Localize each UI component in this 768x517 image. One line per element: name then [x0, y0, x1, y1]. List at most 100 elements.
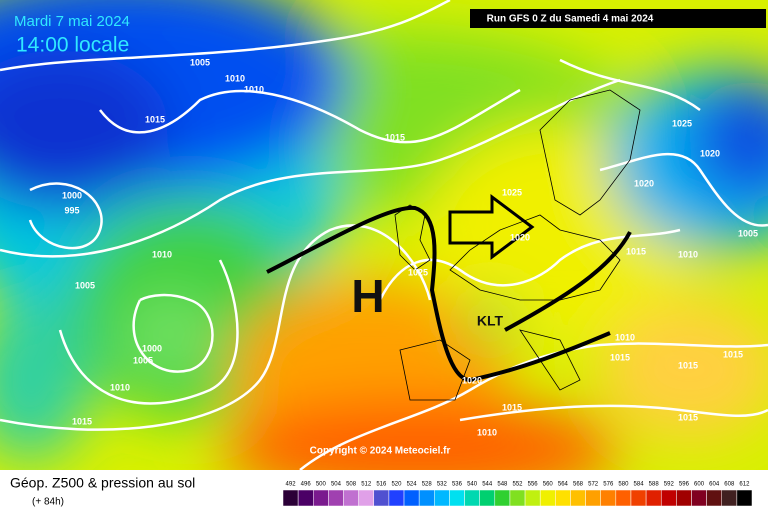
scale-swatch	[509, 489, 526, 507]
footer-title: Géop. Z500 & pression au sol	[10, 475, 195, 491]
coastlines	[394, 89, 641, 401]
scale-swatch	[660, 489, 677, 507]
copyright: Copyright © 2024 Meteociel.fr	[310, 446, 451, 457]
scale-swatch	[721, 489, 738, 507]
isobar-label: 1020	[700, 148, 720, 158]
scale-swatch	[418, 489, 435, 507]
isobar-label: 1025	[672, 118, 692, 128]
isobar-labels: 1005101010101015101510009951010100510001…	[62, 57, 758, 437]
run-info: Run GFS 0 Z du Samedi 4 mai 2024	[487, 14, 654, 25]
scale-label: 552	[512, 482, 523, 488]
isobar-label: 1015	[72, 416, 92, 426]
isobar-label: 1025	[502, 187, 522, 197]
isobar-label: 1015	[610, 352, 630, 362]
scale-label: 564	[558, 482, 569, 488]
scale-swatch	[343, 489, 359, 507]
scale-label: 504	[331, 482, 342, 488]
scale-swatch	[676, 489, 692, 507]
scale-label: 584	[634, 482, 645, 488]
scale-swatch	[600, 489, 617, 507]
scale-label: 524	[407, 482, 418, 488]
isobar-label: 1010	[477, 427, 497, 437]
scale-label: 496	[301, 482, 312, 488]
isobar-label: 1000	[142, 343, 162, 353]
isobar-label: 1005	[75, 280, 95, 290]
scale-label: 540	[467, 482, 478, 488]
scale-label: 588	[649, 482, 660, 488]
scale-label: 600	[694, 482, 705, 488]
isobar-label: 995	[64, 205, 79, 215]
isobar-label: 1010	[152, 249, 172, 259]
scale-swatch	[297, 489, 314, 507]
scale-swatch	[615, 489, 632, 507]
isobar-label: 1015	[626, 246, 646, 256]
scale-label: 544	[482, 482, 493, 488]
scale-label: 612	[739, 482, 750, 488]
scale-swatch	[539, 489, 556, 507]
field	[0, 0, 768, 500]
isobar-label: 1015	[678, 412, 698, 422]
scale-label: 568	[573, 482, 584, 488]
isobar-label: 1020	[634, 178, 654, 188]
scale-label: 528	[422, 482, 433, 488]
isobar-label: 1005	[133, 355, 153, 365]
scale-label: 604	[709, 482, 720, 488]
scale-label: 492	[286, 482, 297, 488]
scale-label: 548	[497, 482, 508, 488]
isobar-label: 1010	[225, 73, 245, 83]
isobar-label: 1005	[190, 57, 210, 67]
scale-label: 580	[618, 482, 629, 488]
scale-label: 536	[452, 482, 463, 488]
scale-swatch	[449, 489, 465, 507]
scale-swatch	[358, 489, 375, 507]
scale-swatch	[570, 489, 586, 507]
isobar-label: 1015	[678, 360, 698, 370]
isobars	[0, 0, 768, 431]
color-scale: 492 496 500 504 508 512 516 520 524 528 532 536 540 5…	[282, 482, 753, 507]
isobar-label: 1005	[738, 228, 758, 238]
scale-swatch	[736, 489, 753, 507]
footer-lead: (+ 84h)	[32, 497, 64, 508]
scale-label: 532	[437, 482, 448, 488]
scale-swatch	[630, 489, 647, 507]
scale-swatch	[373, 489, 390, 507]
scale-swatch	[524, 489, 541, 507]
scale-swatch	[388, 489, 405, 507]
isobar-label: 1015	[385, 132, 405, 142]
scale-label: 608	[724, 482, 735, 488]
scale-label: 596	[679, 482, 690, 488]
scale-swatch	[313, 489, 329, 507]
isobar-label: 1015	[723, 349, 743, 359]
scale-swatch	[479, 489, 496, 507]
scale-swatch	[494, 489, 511, 507]
isobar-label: 1020	[510, 232, 530, 242]
scale-swatch	[645, 489, 662, 507]
isobar-label: 1000	[62, 190, 82, 200]
scale-label: 516	[376, 482, 387, 488]
scale-swatch	[706, 489, 722, 507]
scale-swatch	[691, 489, 707, 507]
isobar-label: 1025	[408, 267, 428, 277]
scale-swatch	[282, 489, 299, 507]
isobar-label: 1010	[678, 249, 698, 259]
isobar-label: 1010	[110, 382, 130, 392]
scale-swatch	[434, 489, 450, 507]
scale-label: 556	[528, 482, 539, 488]
scale-label: 512	[361, 482, 372, 488]
scale-label: 508	[346, 482, 357, 488]
scale-swatch	[403, 489, 420, 507]
annotations	[266, 194, 632, 383]
scale-label: 560	[543, 482, 554, 488]
scale-label: 520	[391, 482, 402, 488]
scale-swatch	[555, 489, 571, 507]
scale-swatch	[585, 489, 601, 507]
time: 14:00 locale	[16, 34, 129, 57]
scale-label: 592	[664, 482, 675, 488]
isobar-label: 1015	[502, 402, 522, 412]
isobar-label: 1020	[462, 375, 482, 385]
scale-label: 576	[603, 482, 614, 488]
isobar-label: 1010	[244, 84, 264, 94]
scale-swatch	[464, 489, 480, 507]
